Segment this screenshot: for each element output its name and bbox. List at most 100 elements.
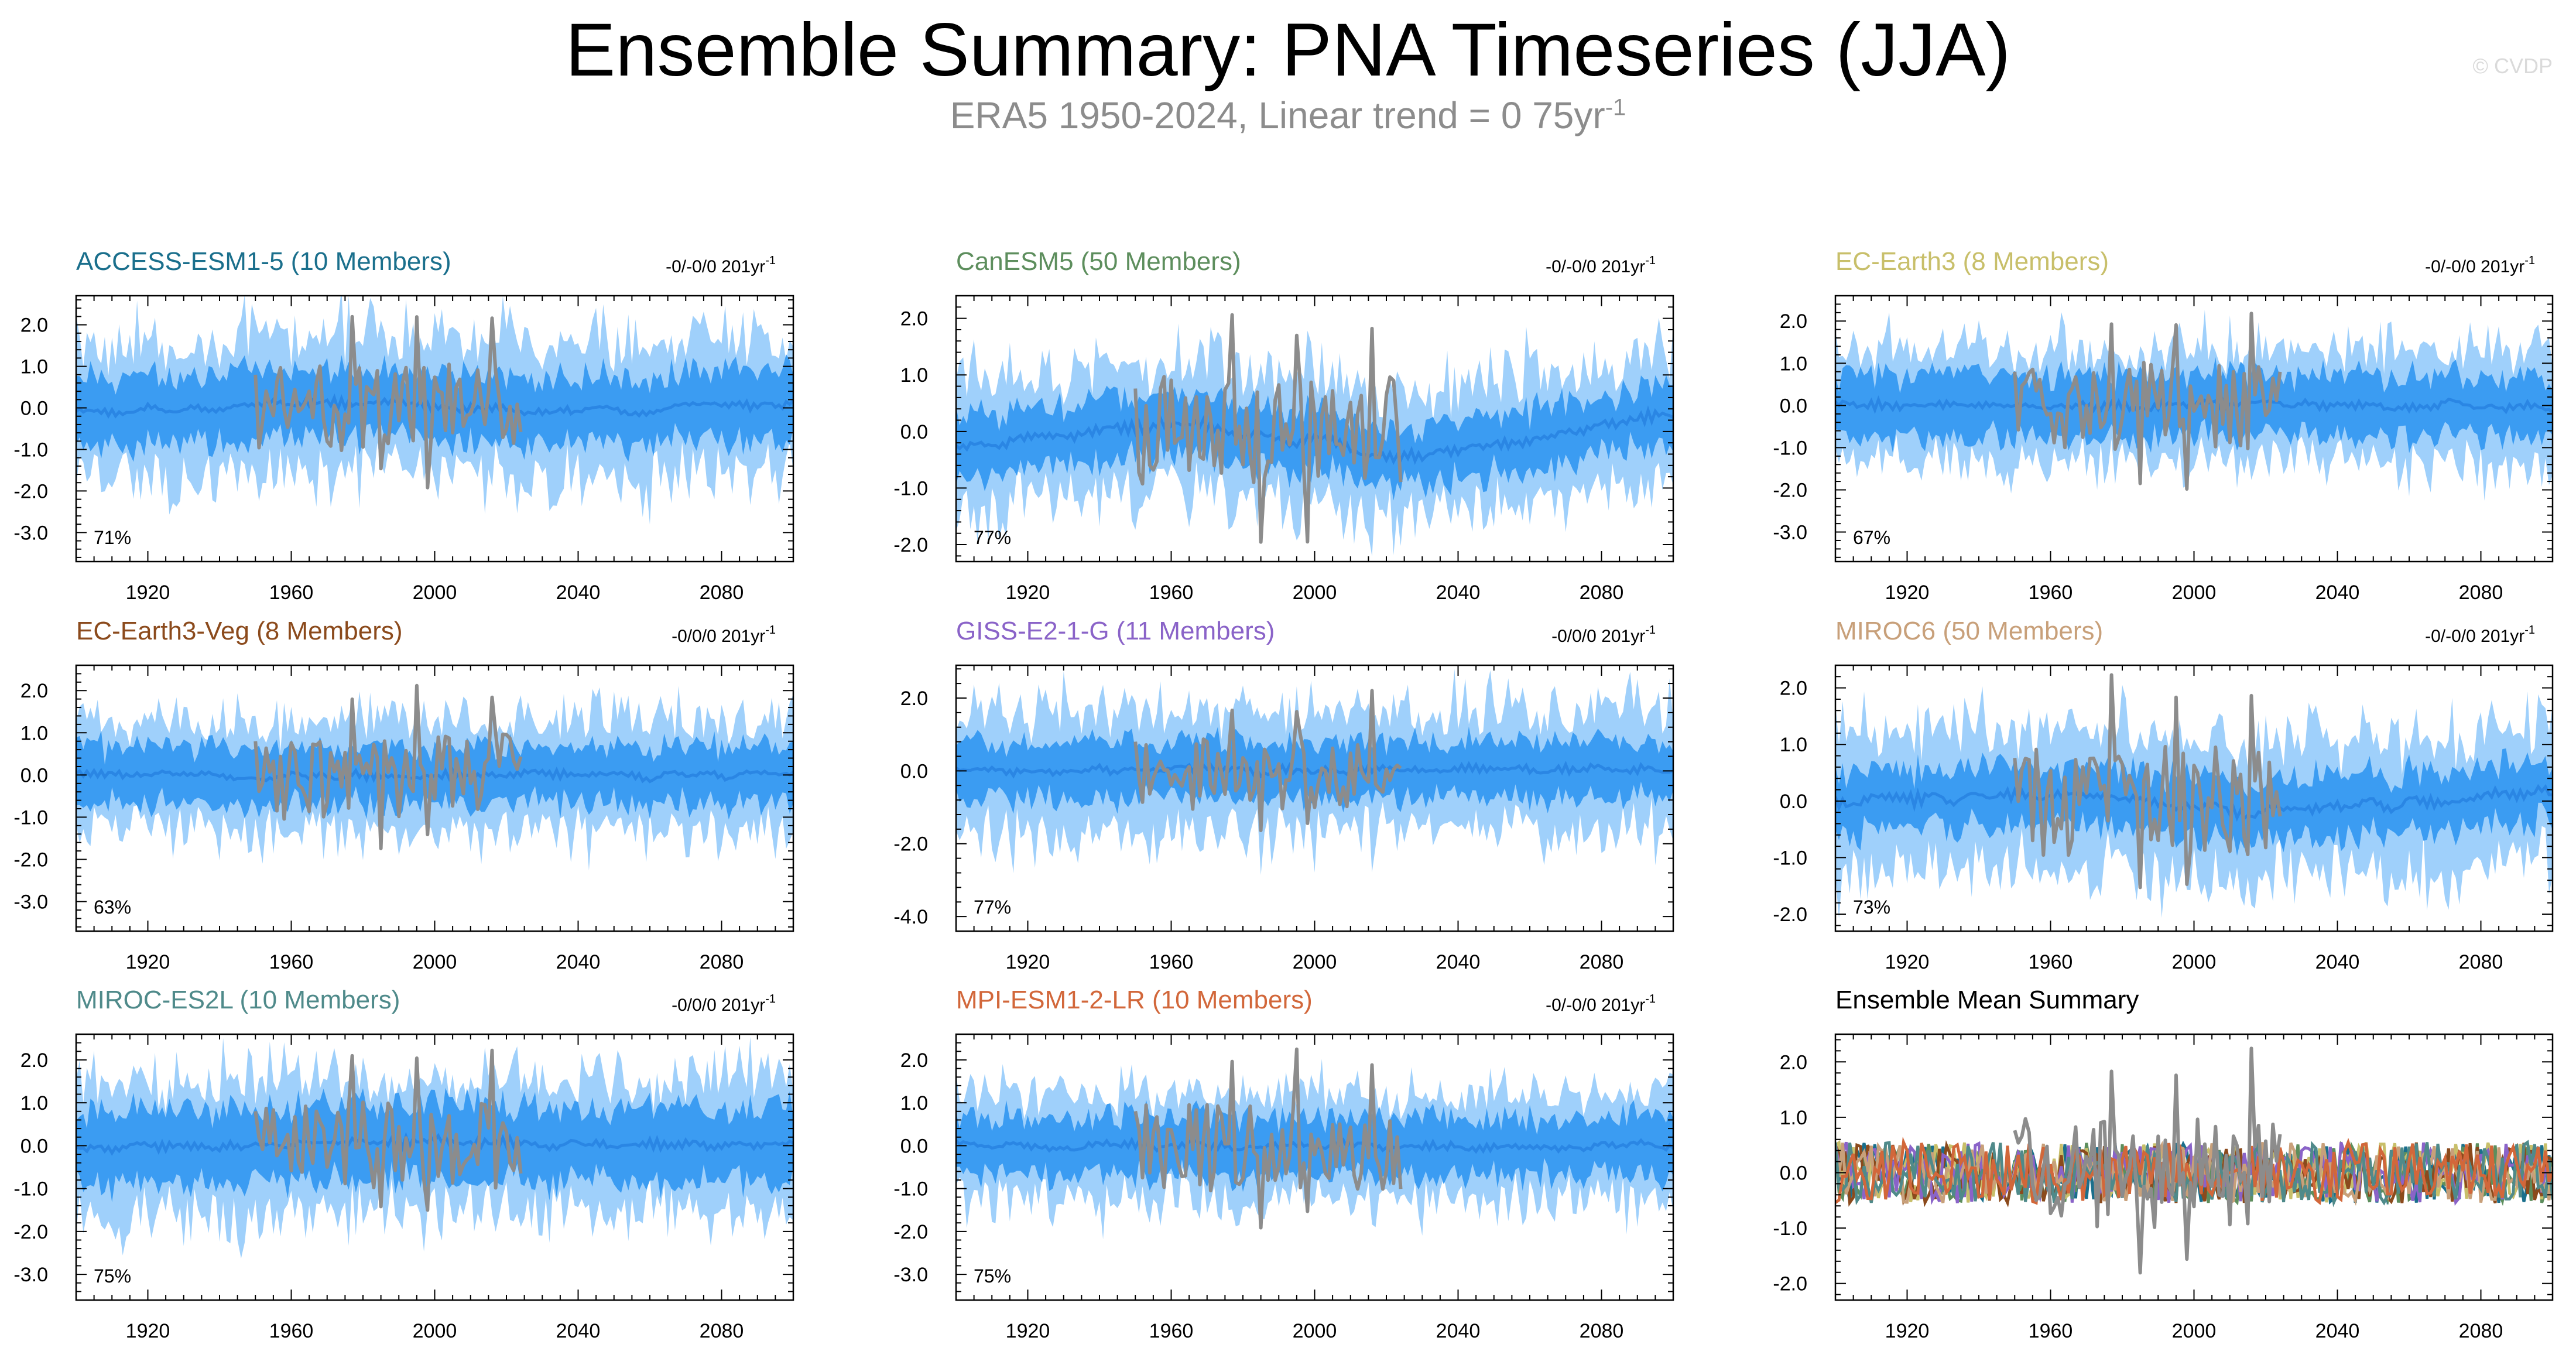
y-tick-label: 1.0 bbox=[900, 364, 928, 387]
y-tick-label: 1.0 bbox=[20, 356, 48, 378]
panel-title: GISS-E2-1-G (11 Members) bbox=[956, 617, 1275, 645]
x-tick-label: 2000 bbox=[2172, 1320, 2217, 1342]
trend-unit-superscript: -1 bbox=[765, 624, 776, 637]
observed-era5-line bbox=[2013, 673, 2282, 890]
trend-value: -0/-0/0 201yr bbox=[1546, 257, 1645, 276]
trend-unit-superscript: -1 bbox=[1645, 993, 1656, 1006]
plot-area bbox=[76, 683, 793, 871]
x-tick-label: 1920 bbox=[126, 582, 170, 604]
plot-area bbox=[76, 296, 793, 525]
y-tick-label: 2.0 bbox=[900, 308, 928, 330]
trend-unit-superscript: -1 bbox=[1645, 624, 1656, 637]
trend-value: -0/-0/0 201yr bbox=[1546, 996, 1645, 1015]
percent-label: 77% bbox=[974, 897, 1011, 918]
y-tick-label: -2.0 bbox=[1773, 1273, 1807, 1295]
inner-spread-band bbox=[956, 726, 1673, 814]
y-tick-label: -1.0 bbox=[13, 439, 48, 461]
x-tick-label: 1960 bbox=[1149, 582, 1194, 604]
x-tick-label: 2040 bbox=[1436, 582, 1481, 604]
y-tick-label: -3.0 bbox=[1773, 522, 1807, 544]
trend-unit-superscript: -1 bbox=[2524, 624, 2535, 637]
percent-label: 63% bbox=[94, 897, 131, 918]
panel-7: 1920 1960 2000 2040 2080 2.0 1.0 0.0 -1.0 -2.0 -3.… bbox=[13, 986, 794, 1342]
trend-value: -0/-0/0 201yr bbox=[2425, 257, 2524, 276]
percent-label: 75% bbox=[974, 1266, 1011, 1287]
x-tick-label: 2000 bbox=[1293, 951, 1337, 973]
subtitle: ERA5 1950-2024, Linear trend = 0 75yr-1 bbox=[0, 94, 2576, 137]
y-tick-label: -1.0 bbox=[1773, 437, 1807, 459]
panel-3: 1920 1960 2000 2040 2080 2.0 1.0 0.0 -1.0 -2.0 -3.… bbox=[1773, 247, 2554, 604]
panel-8: 1920 1960 2000 2040 2080 2.0 1.0 0.0 -1.0 -2.0 -3.… bbox=[893, 986, 1674, 1342]
y-tick-label: -3.0 bbox=[13, 522, 48, 544]
trend-value: -0/0/0 201yr bbox=[672, 996, 765, 1015]
x-tick-label: 2000 bbox=[1293, 1320, 1337, 1342]
y-tick-label: 2.0 bbox=[900, 1049, 928, 1072]
y-tick-label: -2.0 bbox=[1773, 479, 1807, 501]
trend-unit-superscript: -1 bbox=[1645, 254, 1656, 267]
trend-label: -0/0/0 201yr-1 bbox=[672, 993, 776, 1015]
x-tick-label: 2040 bbox=[556, 1320, 601, 1342]
y-tick-label: 2.0 bbox=[1780, 310, 1807, 333]
subtitle-superscript: -1 bbox=[1605, 94, 1626, 121]
panel-title: EC-Earth3 (8 Members) bbox=[1835, 247, 2109, 276]
trend-label: -0/-0/0 201yr-1 bbox=[2425, 624, 2535, 646]
panel-title: Ensemble Mean Summary bbox=[1835, 986, 2139, 1014]
percent-label: 71% bbox=[94, 527, 131, 548]
panel-2: 1920 1960 2000 2040 2080 2.0 1.0 0.0 -1.0 -2.0 Can… bbox=[893, 247, 1674, 604]
panel-1: 1920 1960 2000 2040 2080 2.0 1.0 0.0 -1.0 -2.0 -3.… bbox=[13, 247, 794, 604]
x-tick-label: 1960 bbox=[269, 1320, 314, 1342]
y-tick-label: -2.0 bbox=[893, 534, 928, 556]
observed-era5-line bbox=[254, 314, 523, 490]
plot-area bbox=[956, 1047, 1673, 1240]
y-tick-label: 1.0 bbox=[900, 1092, 928, 1114]
y-tick-label: -1.0 bbox=[893, 477, 928, 500]
panel-title: MPI-ESM1-2-LR (10 Members) bbox=[956, 986, 1313, 1014]
plot-area bbox=[1835, 673, 2553, 919]
x-tick-label: 2080 bbox=[700, 1320, 744, 1342]
panel-title: ACCESS-ESM1-5 (10 Members) bbox=[76, 247, 451, 276]
y-tick-label: -3.0 bbox=[13, 1264, 48, 1286]
panel-6: 1920 1960 2000 2040 2080 2.0 1.0 0.0 -1.0 -2.0 MIR… bbox=[1773, 617, 2554, 973]
y-tick-label: -2.0 bbox=[13, 1221, 48, 1243]
x-tick-label: 2040 bbox=[1436, 951, 1481, 973]
y-tick-label: 0.0 bbox=[900, 760, 928, 782]
x-tick-label: 1960 bbox=[2029, 1320, 2073, 1342]
y-tick-label: 2.0 bbox=[900, 688, 928, 710]
percent-label: 73% bbox=[1853, 897, 1890, 918]
plot-area bbox=[1835, 310, 2553, 501]
x-tick-label: 2000 bbox=[413, 1320, 457, 1342]
y-tick-label: -1.0 bbox=[893, 1178, 928, 1201]
x-tick-label: 1960 bbox=[2029, 582, 2073, 604]
panel-title: CanESM5 (50 Members) bbox=[956, 247, 1241, 276]
observed-era5-line bbox=[254, 1048, 523, 1212]
y-tick-label: -1.0 bbox=[13, 806, 48, 829]
x-tick-label: 2040 bbox=[2315, 951, 2360, 973]
x-tick-label: 2080 bbox=[700, 582, 744, 604]
x-tick-label: 1960 bbox=[269, 951, 314, 973]
percent-label: 67% bbox=[1853, 527, 1890, 548]
trend-label: -0/-0/0 201yr-1 bbox=[2425, 254, 2535, 276]
x-tick-label: 2080 bbox=[1580, 582, 1624, 604]
observed-era5-line bbox=[254, 683, 523, 850]
x-tick-label: 2040 bbox=[2315, 582, 2360, 604]
y-tick-label: -3.0 bbox=[893, 1264, 928, 1286]
y-tick-label: 2.0 bbox=[1780, 1051, 1807, 1073]
y-tick-label: -2.0 bbox=[13, 849, 48, 871]
y-tick-label: -1.0 bbox=[13, 1178, 48, 1201]
y-tick-label: -1.0 bbox=[1773, 847, 1807, 869]
x-tick-label: 2000 bbox=[2172, 582, 2217, 604]
y-tick-label: -4.0 bbox=[893, 906, 928, 928]
y-tick-label: -2.0 bbox=[13, 480, 48, 502]
trend-unit-superscript: -1 bbox=[765, 254, 776, 267]
x-tick-label: 1960 bbox=[1149, 1320, 1194, 1342]
observed-era5-line bbox=[2013, 1046, 2282, 1275]
x-tick-label: 2080 bbox=[1580, 951, 1624, 973]
plot-area bbox=[956, 313, 1673, 556]
cvdp-watermark: © CVDP bbox=[2472, 54, 2553, 78]
x-tick-label: 1960 bbox=[1149, 951, 1194, 973]
trend-value: -0/0/0 201yr bbox=[672, 627, 765, 646]
x-tick-label: 2080 bbox=[700, 951, 744, 973]
x-tick-label: 2000 bbox=[413, 582, 457, 604]
x-tick-label: 2040 bbox=[1436, 1320, 1481, 1342]
